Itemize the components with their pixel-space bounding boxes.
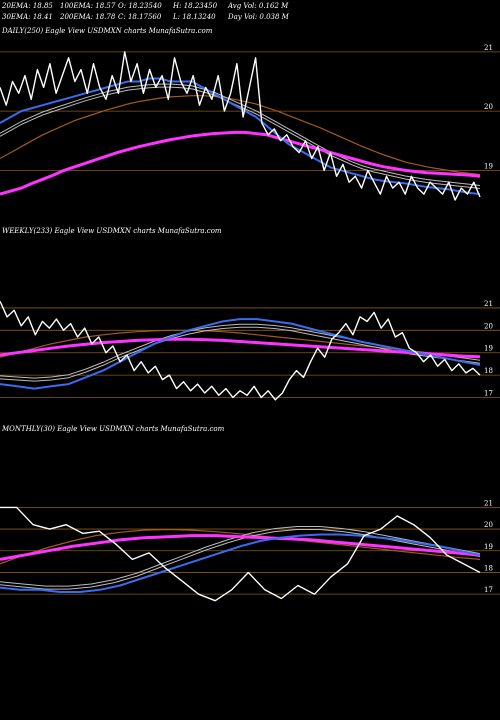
header-open: O: 18.23540 <box>118 2 162 10</box>
price-line <box>0 506 481 602</box>
y-tick-label: 18 <box>484 367 493 375</box>
y-tick-label: 21 <box>484 44 493 52</box>
y-tick-label: 20 <box>484 322 493 330</box>
header-high: H: 18.23450 <box>172 2 218 10</box>
y-tick-label: 19 <box>484 543 493 551</box>
monthly-panel: 21 20 19 18 17 <box>0 499 500 602</box>
ema-grey-line <box>0 529 481 590</box>
price-line <box>0 300 481 401</box>
header-day-vol: Day Vol: 0.038 M <box>227 13 290 21</box>
header-200ema: 200EMA: 18.78 <box>59 13 116 21</box>
weekly-panel: 21 20 19 18 17 <box>0 300 500 401</box>
ema-grey-line <box>0 83 481 186</box>
y-tick-label: 20 <box>484 103 493 111</box>
header-close: C: 18.17560 <box>118 13 162 21</box>
header-100ema: 100EMA: 18.57 <box>60 2 116 10</box>
y-tick-label: 21 <box>484 300 493 308</box>
y-tick-label: 21 <box>484 499 493 507</box>
ema-magenta-line <box>0 130 481 196</box>
ema-magenta-line <box>0 337 481 359</box>
ema-grey-line <box>0 86 481 189</box>
header-30ema: 30EMA: 18.41 <box>2 13 53 21</box>
ema-magenta-line <box>0 534 481 561</box>
header: 20EMA: 18.85 100EMA: 18.57 O: 18.23540 H… <box>1 2 290 21</box>
ema-blue-line <box>0 318 481 390</box>
price-line <box>0 51 481 201</box>
y-tick-label: 18 <box>484 564 493 572</box>
daily-panel-title: DAILY(250) Eagle View USDMXN charts Muna… <box>1 27 213 35</box>
ema-blue-line <box>0 533 481 593</box>
header-low: L: 18.13240 <box>172 13 216 21</box>
ema-grey-line <box>0 326 481 382</box>
ema-brown-line <box>0 528 481 565</box>
monthly-panel-title: MONTHLY(30) Eagle View USDMXN charts Mun… <box>1 425 225 433</box>
daily-panel: 21 20 19 <box>0 44 500 201</box>
header-20ema: 20EMA: 18.85 <box>1 2 53 10</box>
y-tick-label: 19 <box>484 162 493 170</box>
header-avg-vol: Avg Vol: 0.162 M <box>227 2 289 10</box>
ema-brown-line <box>0 95 481 176</box>
y-tick-label: 19 <box>484 345 493 353</box>
weekly-panel-title: WEEKLY(233) Eagle View USDMXN charts Mun… <box>2 227 222 235</box>
y-tick-label: 20 <box>484 521 493 529</box>
y-tick-label: 17 <box>484 390 493 398</box>
y-tick-label: 17 <box>484 586 493 594</box>
